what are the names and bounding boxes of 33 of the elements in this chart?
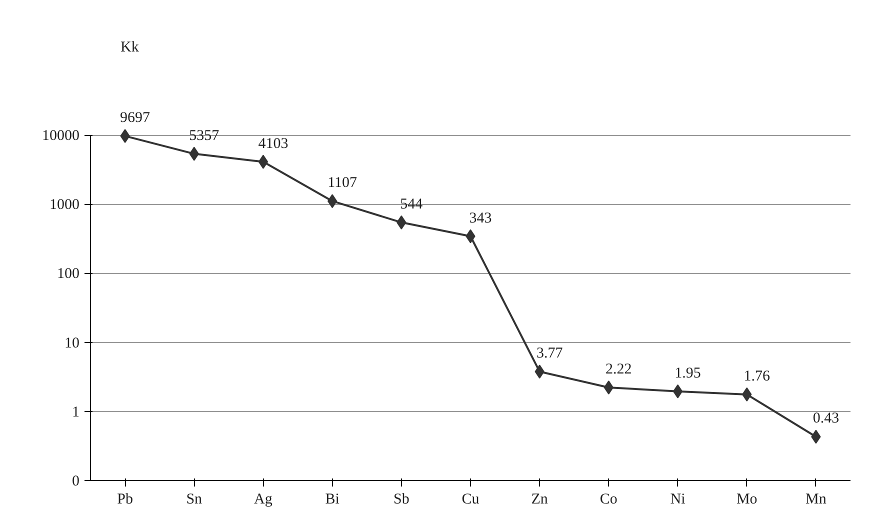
x-tick-label: Mn [806, 492, 827, 508]
y-tick-label: 100 [57, 266, 80, 282]
x-tick-label: Co [600, 492, 618, 508]
data-label: 343 [469, 210, 492, 226]
data-label: 3.77 [536, 346, 564, 362]
point [672, 384, 683, 398]
y-tick-label: 10000 [42, 128, 80, 144]
data-label: 1.76 [744, 368, 770, 384]
data-label: 544 [400, 196, 424, 212]
x-tick-label: Ni [670, 492, 686, 508]
y-tick-label: 0 [72, 474, 80, 490]
x-tick-label: Sb [393, 492, 410, 508]
x-tick-label: Bi [325, 492, 340, 508]
y-tick-label: 1 [72, 404, 80, 420]
x-tick-label: Mo [736, 492, 758, 508]
y-tick-label: 10 [64, 335, 80, 352]
data-label: 1.95 [674, 365, 701, 382]
point [258, 154, 268, 169]
x-tick-label: Sn [186, 492, 203, 508]
data-label: 1107 [328, 175, 358, 192]
x-tick-label: Pb [117, 492, 133, 508]
data-label: 4103 [258, 136, 288, 152]
y-axis-title: Kk [120, 40, 140, 56]
x-tick-label: Ag [254, 492, 273, 508]
data-label: 9697 [120, 110, 151, 126]
y-tick-label: 1000 [50, 197, 80, 214]
data-label: 5357 [189, 128, 220, 144]
data-label: 2.22 [606, 361, 632, 378]
x-tick-label: Cu [462, 492, 480, 508]
x-tick-label: Zn [531, 492, 548, 508]
point [604, 380, 614, 394]
point [327, 194, 338, 208]
data-label: 0.43 [812, 410, 840, 427]
